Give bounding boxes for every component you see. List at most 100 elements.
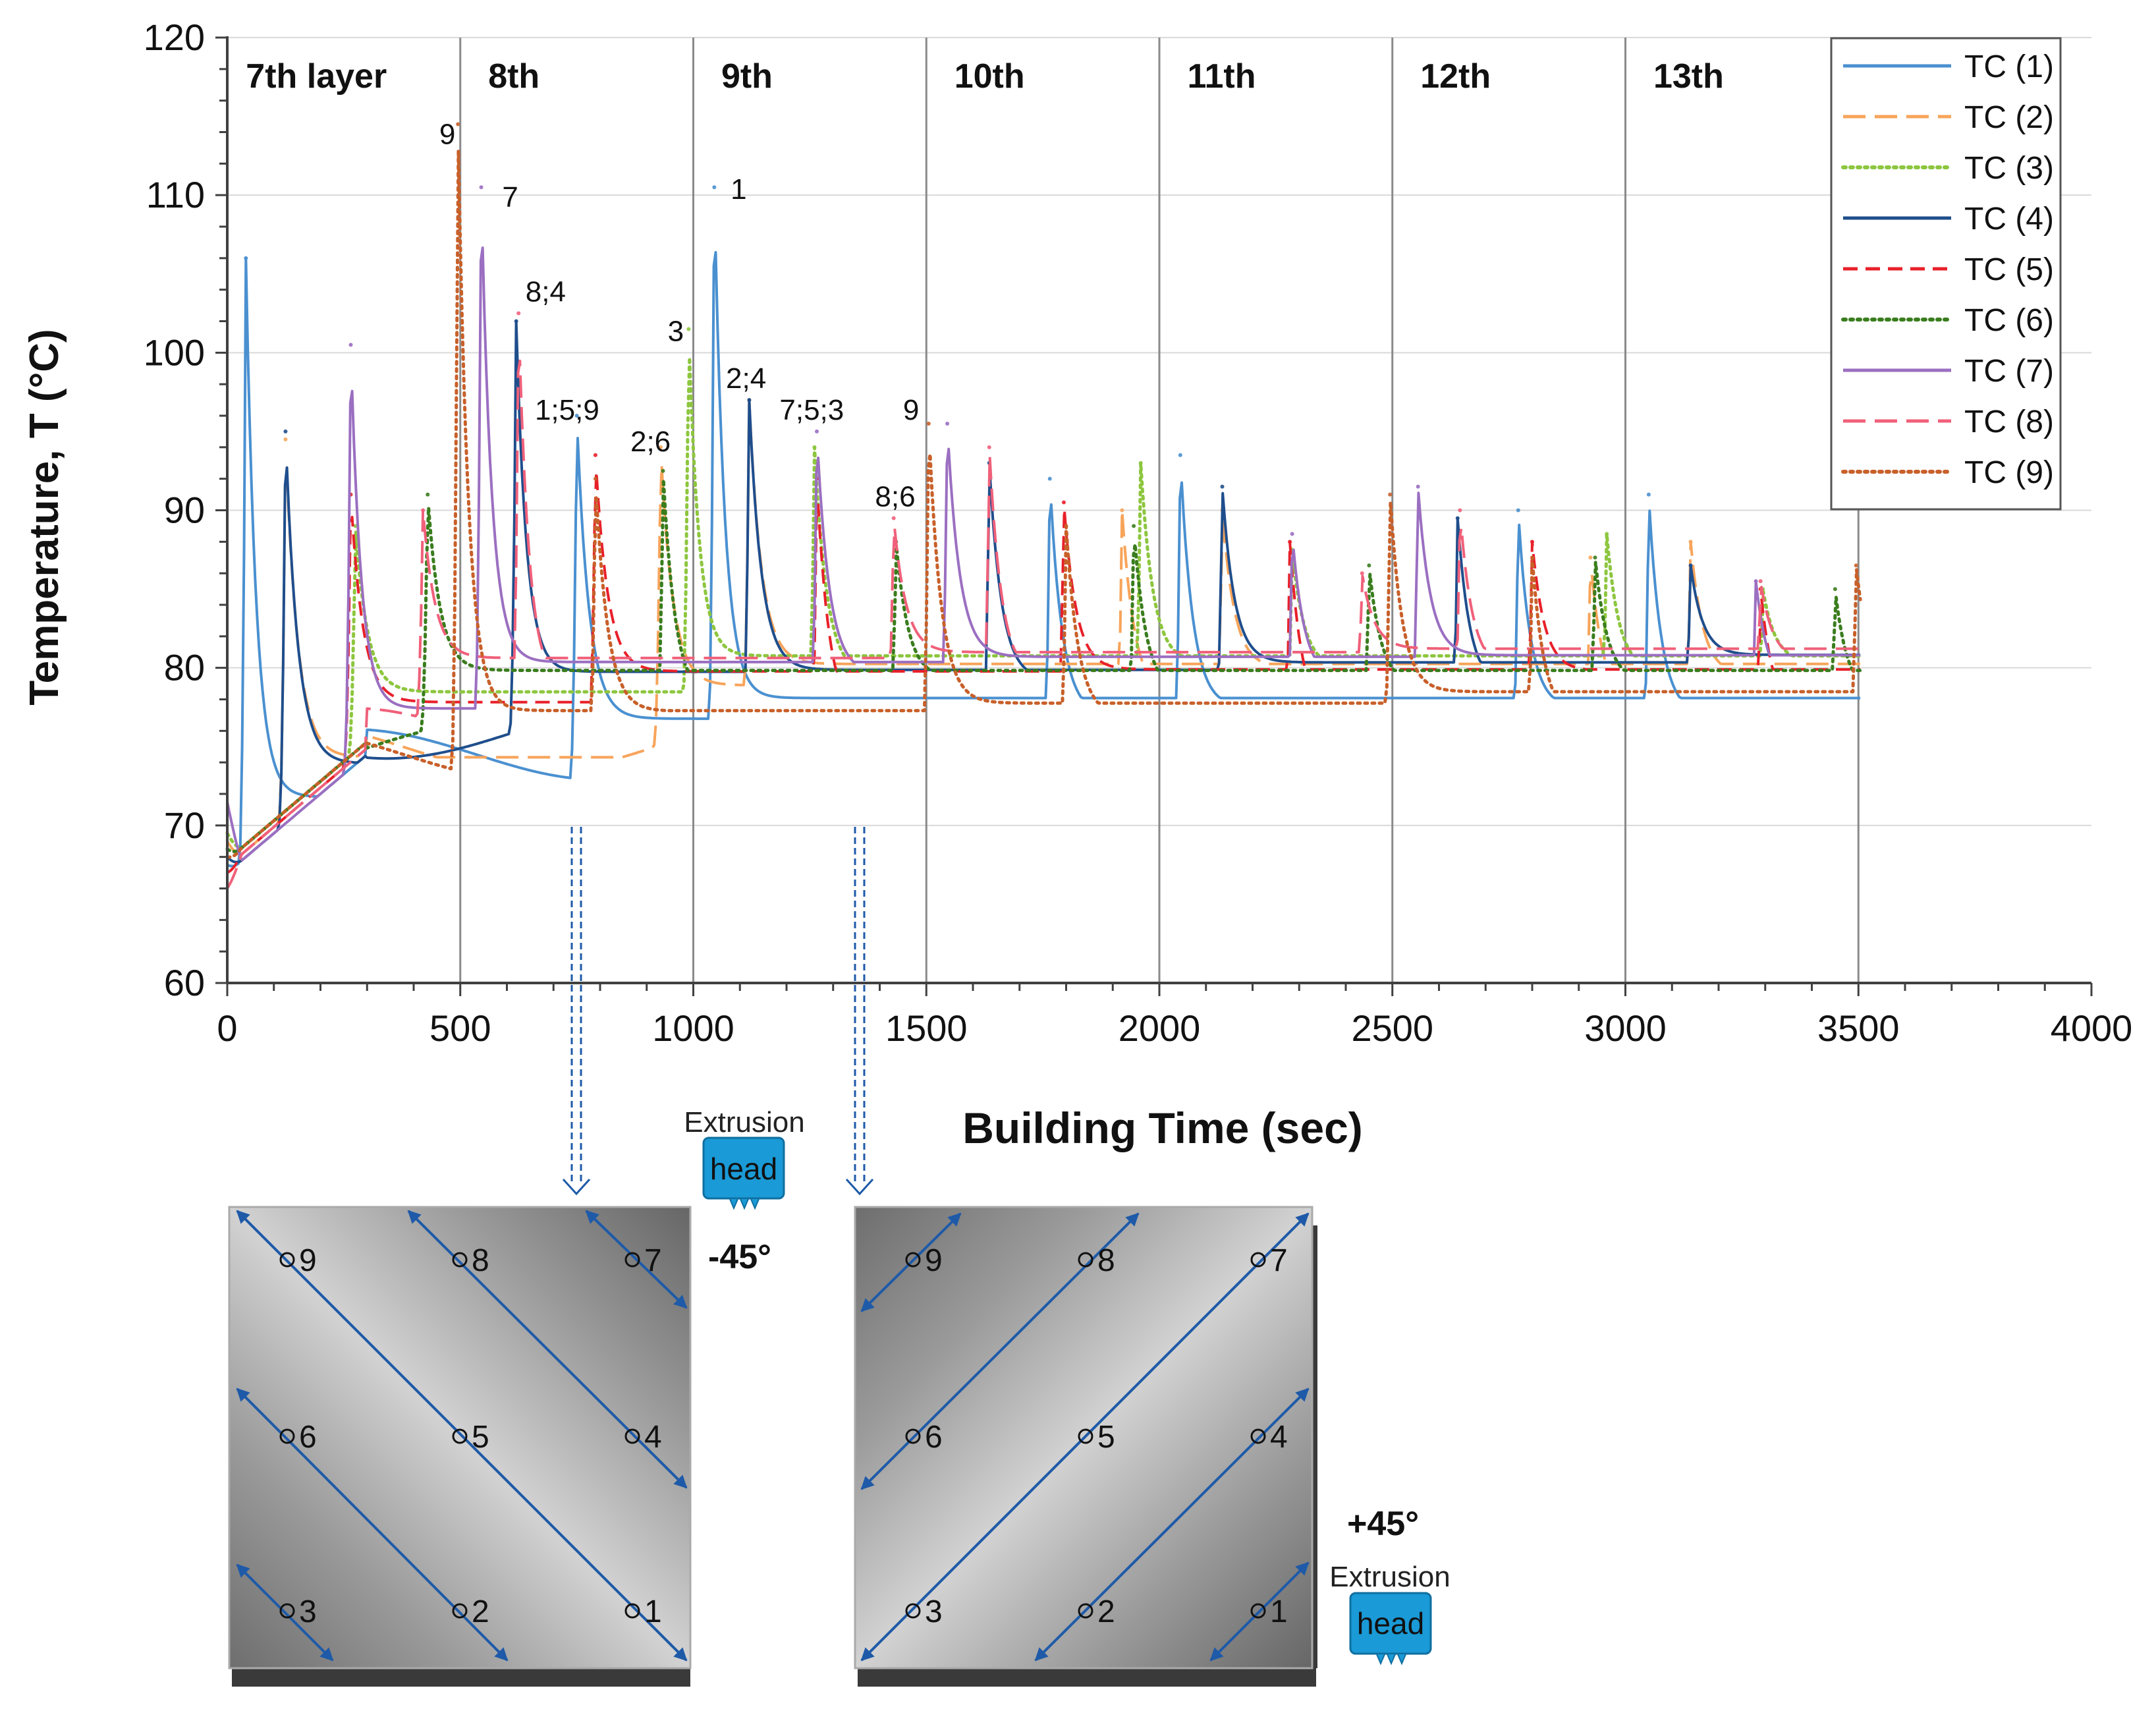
series-line-4 — [226, 320, 1861, 864]
y-tick-label: 90 — [164, 490, 205, 531]
thermocouple-point-4 — [624, 1428, 640, 1444]
legend-items: TC (1) TC (2) TC (3) TC (4) TC (5) TC (6) TC (… — [1841, 49, 2054, 490]
extrusion-head-bottom: Extrusion head — [1329, 1561, 1451, 1666]
series-9-peak-point — [1064, 524, 1068, 528]
layer-label: 12th — [1420, 57, 1491, 96]
series-3-peak-point — [686, 327, 691, 331]
thermocouple-point-1 — [1250, 1603, 1266, 1619]
thermocouple-point-3 — [279, 1603, 295, 1619]
thermocouple-label-2: 2 — [472, 1594, 489, 1629]
drop-arrows — [562, 827, 874, 1196]
series-8-peak-point — [987, 445, 991, 449]
series-8-peak-point — [516, 311, 521, 316]
drop-arrow-right — [845, 827, 874, 1196]
series-1-peak-point — [1178, 453, 1182, 457]
x-tick-label: 2000 — [1119, 1007, 1201, 1049]
series-4-peak-point — [283, 429, 288, 434]
layer-label: 7th layer — [246, 57, 387, 96]
thermocouple-point-2 — [1078, 1603, 1093, 1619]
x-tick-label: 3500 — [1817, 1007, 1900, 1049]
peak-labels: 9 7 8;4 1;5;9 2;6 3 1 2;4 7;5;3 9 8;6 — [439, 119, 919, 513]
thermocouple-label-9: 9 — [299, 1243, 317, 1278]
series-1-peak-point — [244, 256, 248, 260]
series-2-peak-point — [1688, 540, 1693, 544]
thermocouple-point-4 — [1250, 1428, 1266, 1444]
raster-arrow-right-corner — [860, 1212, 962, 1312]
thermocouple-point-5 — [1078, 1428, 1093, 1444]
series-3-peak-point — [1138, 461, 1143, 465]
series-9-peak-point — [1388, 492, 1393, 497]
extrusion-label-bottom: Extrusion — [1329, 1561, 1450, 1593]
series-1-peak-point — [1516, 508, 1520, 513]
series-line-6 — [225, 478, 1862, 853]
extrusion-head-top: Extrusion head — [684, 1106, 805, 1210]
x-tick-label: 1000 — [652, 1007, 734, 1049]
thermocouple-point-5 — [452, 1428, 468, 1444]
series-6-peak-point — [661, 468, 665, 473]
series-1-peak-point — [1646, 492, 1651, 497]
thermocouple-label-3: 3 — [925, 1594, 943, 1629]
thermocouple-label-4: 4 — [1270, 1420, 1288, 1455]
series-4-peak-point — [514, 319, 518, 323]
series-6-peak-point — [1833, 587, 1837, 592]
series-3-peak-point — [812, 445, 817, 449]
series-5-peak-point — [1530, 540, 1534, 544]
thermocouple-label-8: 8 — [472, 1243, 489, 1278]
thermocouple-point-6 — [905, 1428, 921, 1444]
series-6-peak-point — [1367, 563, 1371, 568]
series-8-peak-point — [421, 508, 426, 513]
legend-label-5: TC (5) — [1964, 252, 2054, 287]
raster-arrow-left-corner — [585, 1210, 688, 1309]
series-6-peak-point — [426, 492, 430, 497]
raster-arrow-left-bottom-corner — [236, 1563, 334, 1662]
thermocouple-points-left: 9 8 7 6 5 4 3 2 1 — [279, 1243, 662, 1629]
peak-label: 1;5;9 — [535, 394, 599, 426]
thermocouple-label-4: 4 — [644, 1420, 662, 1455]
x-tick-label: 2500 — [1351, 1007, 1433, 1049]
y-tick-label: 120 — [144, 16, 205, 58]
series-5-peak-point — [593, 453, 597, 457]
series-9-peak-point — [926, 421, 931, 426]
peak-label: 9 — [439, 119, 455, 151]
series-4-peak-point — [1455, 516, 1460, 520]
thermocouple-point-9 — [905, 1252, 921, 1268]
series-2-peak-point — [283, 437, 288, 441]
thermocouple-label-7: 7 — [644, 1243, 662, 1278]
thermocouple-label-2: 2 — [1097, 1594, 1115, 1629]
peak-label: 8;6 — [875, 481, 915, 513]
panel-plate-left — [228, 1206, 692, 1669]
series-4-peak-point — [747, 398, 752, 403]
raster-panel-minus45: 9 8 7 6 5 4 3 2 1 — [228, 1206, 692, 1687]
thermocouple-point-9 — [279, 1252, 295, 1268]
series-line-9 — [225, 148, 1862, 859]
thermocouple-label-1: 1 — [1270, 1594, 1288, 1629]
peak-label: 1 — [731, 173, 746, 206]
right-panel-angle: +45° — [1347, 1505, 1419, 1543]
series-2-peak-point — [1120, 508, 1124, 513]
layer-label: 9th — [721, 57, 773, 96]
series-6-peak-point — [1132, 524, 1136, 528]
layer-label: 13th — [1653, 57, 1724, 96]
layer-label: 11th — [1187, 57, 1256, 96]
series-2-peak-point — [658, 445, 663, 449]
x-tick-label: 3000 — [1584, 1007, 1667, 1049]
series-7-peak-point — [348, 343, 353, 347]
series-line-8 — [226, 359, 1861, 889]
y-axis-title: Temperature, T (°C) — [22, 329, 67, 705]
axes — [215, 36, 2093, 996]
y-tick-label: 100 — [144, 331, 205, 373]
nozzle-icon — [729, 1198, 760, 1210]
series-9-peak-point — [456, 122, 460, 126]
series-7-peak-point — [1416, 484, 1420, 489]
series-7-peak-point — [479, 185, 484, 190]
y-tick-label: 70 — [164, 804, 205, 846]
x-tick-label: 500 — [429, 1007, 491, 1049]
series-9-peak-point — [593, 476, 597, 481]
series-8-peak-point — [1360, 571, 1364, 576]
legend-label-4: TC (4) — [1964, 202, 2054, 237]
thermocouple-point-7 — [1250, 1252, 1266, 1268]
x-tick-label: 1500 — [885, 1007, 968, 1049]
x-tick-label: 0 — [217, 1007, 237, 1049]
layer-label: 8th — [488, 57, 539, 96]
series-5-peak-point — [1061, 500, 1066, 505]
